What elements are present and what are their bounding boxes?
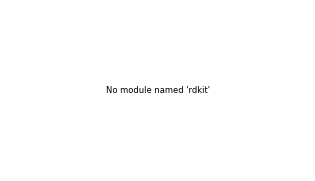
- Text: No module named 'rdkit': No module named 'rdkit': [106, 86, 209, 95]
